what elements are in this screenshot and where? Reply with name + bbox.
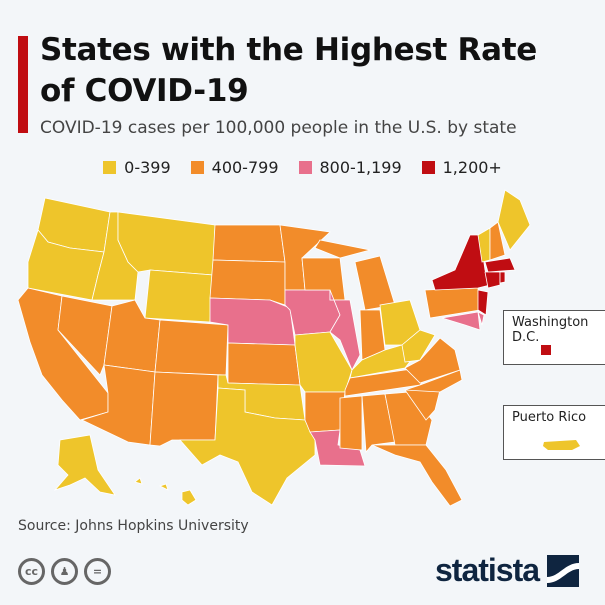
state-wy [144,269,214,323]
statista-logo-icon [547,554,580,587]
state-md [441,311,481,331]
legend-item-1200-plus: 1,200+ [421,158,502,177]
source-note: Source: Johns Hopkins University [18,518,249,534]
state-mt [117,211,216,276]
state-nv [57,295,113,376]
state-hi [181,489,197,506]
dc-inset: Washington D.C. [503,310,605,365]
state-nd [212,224,286,263]
legend-item-0-399: 0-399 [103,158,171,177]
legend: 0-399 400-799 800-1,199 1,200+ [0,158,605,177]
state-mi [354,255,396,311]
state-mi [314,239,371,259]
legend-swatch [298,161,312,174]
brand-wordmark: statista [435,552,540,588]
page-subtitle: COVID-19 cases per 100,000 people in the… [40,118,517,138]
puerto-rico-shape [543,440,580,450]
legend-label: 0-399 [124,158,171,177]
page-title: States with the Highest Rate of COVID-19 [40,32,537,109]
no-derivatives-icon[interactable]: = [84,558,111,585]
legend-swatch [421,161,435,174]
license-icons[interactable]: cc ♟ = [18,558,111,585]
state-ny [431,234,491,291]
state-me [497,189,531,251]
legend-item-400-799: 400-799 [190,158,279,177]
dc-label: Washington D.C. [512,315,589,345]
state-nh [489,221,506,261]
legend-label: 800-1,199 [319,158,402,177]
dc-marker [541,345,551,355]
state-co [154,319,229,376]
title-accent-bar [18,36,28,133]
state-wv [401,329,436,363]
state-ri [499,271,506,284]
cc-icon[interactable]: cc [18,558,45,585]
state-fl [371,444,463,507]
pr-label: Puerto Rico [512,410,587,425]
state-ks [227,342,301,386]
pr-inset: Puerto Rico [503,405,605,460]
state-ct [484,271,501,289]
attribution-icon[interactable]: ♟ [51,558,78,585]
state-ar [304,391,346,433]
legend-item-800-1199: 800-1,199 [298,158,402,177]
legend-label: 400-799 [211,158,279,177]
state-ak [53,434,116,496]
state-al [361,393,396,453]
state-ma [484,257,516,273]
state-nm [149,371,219,447]
state-sd [209,259,286,306]
legend-swatch [190,161,204,174]
legend-swatch [103,161,117,174]
state-ms [339,395,363,451]
statista-logo[interactable]: statista [435,552,580,589]
state-de [477,311,485,326]
legend-label: 1,200+ [442,158,502,177]
state-hi [134,477,143,485]
state-tx [179,387,316,506]
state-nj [477,289,489,316]
state-hi [158,483,169,491]
